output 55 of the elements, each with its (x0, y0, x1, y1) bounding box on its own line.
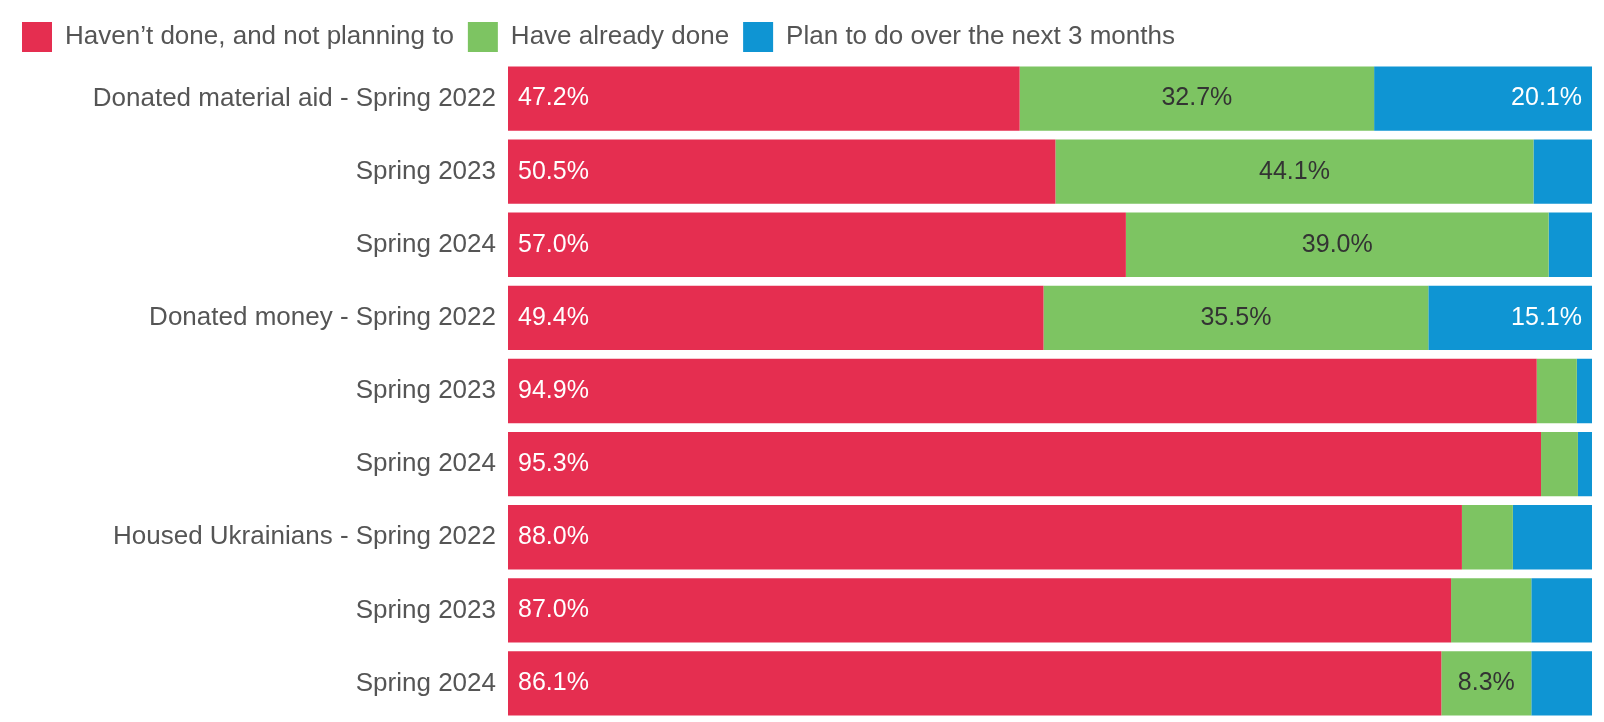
bar (1461, 505, 1513, 570)
bar (1451, 578, 1532, 643)
data-label: 87.0% (518, 594, 589, 623)
bar (1548, 212, 1592, 277)
bar (1441, 651, 1532, 716)
bar (1428, 285, 1592, 351)
data-label: 8.3% (1457, 667, 1515, 696)
data-label: 20.1% (1511, 82, 1582, 111)
data-label: 49.4% (518, 301, 589, 330)
data-label: 39.0% (1301, 228, 1373, 257)
bar (1055, 139, 1534, 204)
y-tick-label: Donated money - Spring 2022 (149, 301, 496, 332)
data-label: 44.1% (1259, 155, 1330, 184)
bar (1531, 578, 1592, 643)
bar (1512, 505, 1592, 570)
bar (508, 505, 1462, 570)
bar (1577, 431, 1592, 497)
data-label: 35.5% (1200, 301, 1272, 330)
bar (1576, 358, 1592, 424)
y-tick-label: Spring 2024 (355, 227, 496, 258)
legend-label: Plan to do over the next 3 months (786, 20, 1175, 51)
bar (508, 285, 1044, 351)
y-tick-label: Spring 2023 (355, 374, 496, 405)
y-tick-label: Housed Ukrainians - Spring 2022 (113, 520, 496, 551)
bar (508, 578, 1452, 643)
y-tick-label: Spring 2024 (355, 447, 496, 478)
data-label: 50.5% (518, 155, 589, 184)
bar (508, 212, 1126, 277)
bar (508, 358, 1537, 424)
data-label: 86.1% (518, 667, 589, 696)
bar (508, 431, 1542, 497)
bar (1541, 431, 1578, 497)
data-label: 15.1% (1511, 301, 1582, 330)
data-label: 47.2% (518, 82, 589, 111)
bar (1019, 66, 1375, 131)
y-tick-label: Spring 2023 (355, 154, 496, 185)
data-label: 95.3% (518, 448, 589, 476)
bar (508, 66, 1020, 131)
bar (1536, 358, 1577, 424)
data-label: 94.9% (518, 374, 589, 403)
y-tick-label: Spring 2024 (355, 666, 496, 697)
bar (1125, 212, 1549, 277)
legend-label: Have already done (510, 20, 730, 51)
bar (508, 139, 1056, 204)
bar (1531, 651, 1592, 716)
data-label: 32.7% (1161, 82, 1233, 111)
bar (1533, 139, 1592, 204)
data-label: 88.0% (518, 521, 589, 550)
bar (1043, 285, 1429, 351)
data-label: 57.0% (518, 228, 589, 257)
y-tick-label: Spring 2023 (355, 593, 496, 624)
bar (1374, 66, 1592, 131)
legend-label: Haven’t done, and not planning to (65, 20, 454, 51)
bar (508, 651, 1442, 716)
y-tick-label: Donated material aid - Spring 2022 (92, 81, 496, 112)
